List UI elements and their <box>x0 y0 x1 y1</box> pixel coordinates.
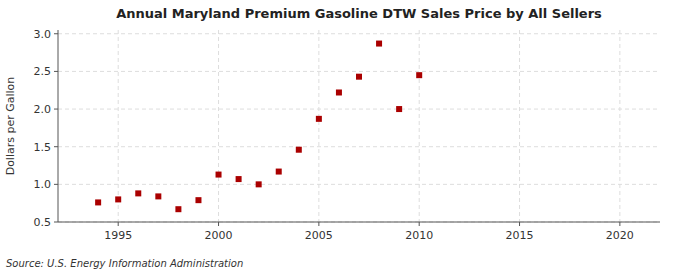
grid-line-y <box>58 222 660 223</box>
y-tick <box>54 109 58 110</box>
x-tick-label: 2020 <box>606 229 634 242</box>
y-tick-label: 1.5 <box>34 141 52 154</box>
point <box>396 106 402 112</box>
point <box>316 116 322 122</box>
grid-line-y <box>58 146 660 147</box>
x-tick-label: 2015 <box>506 229 534 242</box>
x-tick-label: 2005 <box>305 229 333 242</box>
x-tick <box>218 222 219 226</box>
point <box>296 147 302 153</box>
point <box>376 41 382 47</box>
grid <box>58 30 660 222</box>
grid-line-x <box>419 30 420 222</box>
y-axis-line <box>58 30 59 222</box>
y-tick-label: 1.0 <box>34 178 52 191</box>
chart-svg: 0.5 1.0 1.5 2.0 2.5 3.0 1995 2000 2005 2010 2015 20… <box>0 0 675 275</box>
grid-line-x <box>218 30 219 222</box>
x-tick <box>519 222 520 226</box>
grid-line-x <box>118 30 119 222</box>
point <box>356 74 362 80</box>
grid-line-y <box>58 184 660 185</box>
grid-line-x <box>519 30 520 222</box>
y-tick <box>54 184 58 185</box>
point <box>195 197 201 203</box>
y-tick-label: 0.5 <box>34 216 52 229</box>
point <box>216 172 222 178</box>
point <box>175 206 181 212</box>
x-tick <box>419 222 420 226</box>
point <box>276 169 282 175</box>
point <box>416 72 422 78</box>
y-axis-label: Dollars per Gallon <box>4 77 17 176</box>
x-tick-label: 2010 <box>405 229 433 242</box>
source-note: Source: U.S. Energy Information Administ… <box>6 258 243 269</box>
grid-line-y <box>58 109 660 110</box>
grid-line-y <box>58 71 660 72</box>
grid-line-x <box>619 30 620 222</box>
point <box>115 196 121 202</box>
x-tick <box>619 222 620 226</box>
x-tick-label: 1995 <box>104 229 132 242</box>
x-tick-label: 2000 <box>205 229 233 242</box>
point <box>256 181 262 187</box>
point <box>95 199 101 205</box>
y-tick-label: 2.5 <box>34 65 52 78</box>
point <box>236 176 242 182</box>
x-tick <box>118 222 119 226</box>
point <box>155 193 161 199</box>
point <box>135 190 141 196</box>
y-tick <box>54 71 58 72</box>
point <box>336 89 342 95</box>
grid-line-y <box>58 33 660 34</box>
y-tick <box>54 33 58 34</box>
x-tick <box>318 222 319 226</box>
y-tick <box>54 146 58 147</box>
points <box>95 41 422 213</box>
grid-line-x <box>318 30 319 222</box>
chart-container: 0.5 1.0 1.5 2.0 2.5 3.0 1995 2000 2005 2010 2015 20… <box>0 0 675 275</box>
x-axis-line <box>58 222 660 223</box>
y-tick-label: 3.0 <box>34 28 52 41</box>
y-tick <box>54 222 58 223</box>
title: Annual Maryland Premium Gasoline DTW Sal… <box>116 6 602 21</box>
y-tick-label: 2.0 <box>34 103 52 116</box>
